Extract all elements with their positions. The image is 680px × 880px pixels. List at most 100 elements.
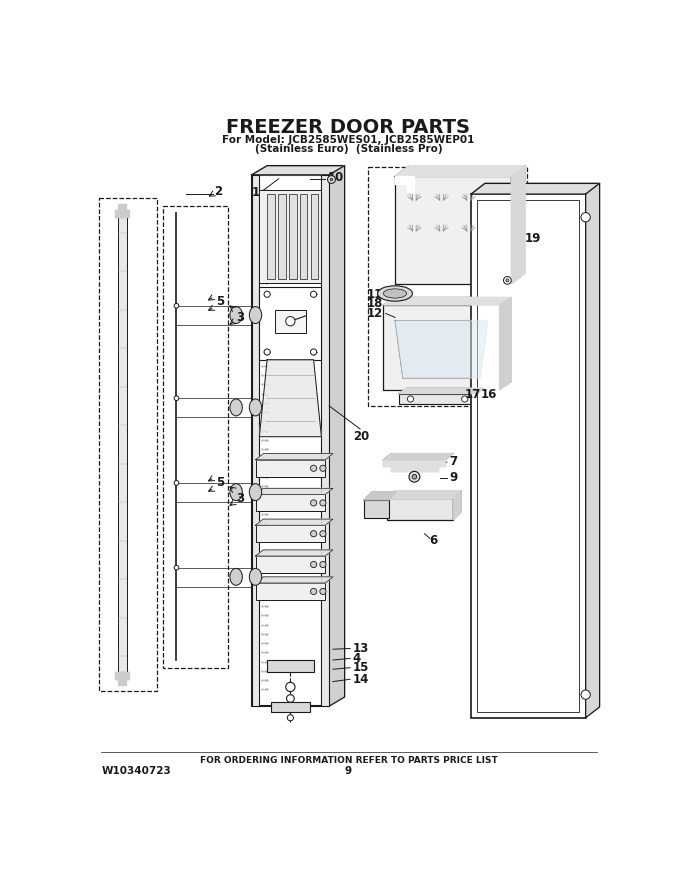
Ellipse shape: [377, 286, 413, 301]
Circle shape: [286, 317, 295, 326]
Text: 11: 11: [367, 288, 384, 301]
Circle shape: [311, 561, 317, 568]
Circle shape: [320, 561, 326, 568]
Text: 18: 18: [367, 297, 384, 310]
Bar: [289, 194, 296, 279]
Polygon shape: [395, 165, 525, 176]
Polygon shape: [384, 297, 511, 305]
Text: 14: 14: [352, 672, 369, 686]
Circle shape: [174, 396, 179, 400]
Circle shape: [581, 690, 590, 700]
Bar: [322, 175, 329, 706]
Polygon shape: [395, 320, 488, 378]
Text: 13: 13: [352, 642, 369, 655]
Circle shape: [264, 291, 270, 297]
Text: 12: 12: [367, 307, 384, 320]
Text: 9: 9: [449, 471, 458, 484]
Text: For Model: JCB2585WES01, JCB2585WEP01: For Model: JCB2585WES01, JCB2585WEP01: [222, 136, 475, 145]
Circle shape: [174, 304, 179, 308]
Polygon shape: [585, 183, 600, 718]
Text: 16: 16: [480, 388, 496, 401]
Bar: [259, 287, 322, 360]
Text: 2: 2: [214, 186, 222, 198]
Polygon shape: [115, 204, 129, 217]
Bar: [99, 198, 157, 691]
Text: 1: 1: [251, 186, 259, 199]
Bar: [471, 194, 585, 718]
Ellipse shape: [230, 399, 242, 416]
Text: 9: 9: [345, 766, 352, 776]
Bar: [267, 660, 313, 671]
Circle shape: [311, 500, 317, 506]
Polygon shape: [384, 454, 453, 459]
Ellipse shape: [250, 568, 262, 585]
Text: 17: 17: [464, 388, 481, 401]
Bar: [395, 176, 511, 284]
Polygon shape: [384, 459, 445, 471]
Bar: [256, 583, 325, 600]
Circle shape: [174, 480, 179, 485]
Circle shape: [311, 348, 317, 356]
Circle shape: [409, 472, 420, 482]
Bar: [256, 525, 325, 542]
Polygon shape: [395, 176, 414, 192]
Ellipse shape: [250, 306, 262, 324]
Ellipse shape: [230, 568, 242, 585]
Circle shape: [311, 466, 317, 472]
Circle shape: [174, 565, 179, 570]
Circle shape: [412, 474, 417, 479]
Bar: [477, 201, 579, 712]
Circle shape: [286, 682, 295, 692]
Text: W10340723: W10340723: [102, 766, 172, 776]
Circle shape: [320, 466, 326, 472]
Bar: [300, 194, 307, 279]
Text: FOR ORDERING INFORMATION REFER TO PARTS PRICE LIST: FOR ORDERING INFORMATION REFER TO PARTS …: [200, 756, 497, 765]
Bar: [364, 500, 389, 518]
Ellipse shape: [230, 484, 242, 501]
Text: 15: 15: [352, 661, 369, 674]
Circle shape: [311, 589, 317, 595]
Circle shape: [407, 396, 413, 402]
Bar: [311, 194, 318, 279]
Polygon shape: [329, 165, 345, 707]
Ellipse shape: [250, 484, 262, 501]
Circle shape: [264, 348, 270, 356]
Text: (Stainless Euro)  (Stainless Pro): (Stainless Euro) (Stainless Pro): [255, 144, 442, 155]
Circle shape: [287, 715, 294, 721]
Bar: [275, 310, 306, 333]
Ellipse shape: [250, 399, 262, 416]
Circle shape: [320, 531, 326, 537]
Circle shape: [328, 176, 335, 183]
Bar: [384, 305, 500, 390]
Polygon shape: [256, 577, 333, 583]
Circle shape: [503, 276, 511, 284]
Ellipse shape: [384, 289, 407, 298]
Text: 6: 6: [430, 534, 438, 547]
Polygon shape: [252, 165, 345, 175]
Ellipse shape: [230, 306, 242, 324]
Polygon shape: [256, 454, 333, 459]
Text: 20: 20: [354, 430, 370, 444]
Circle shape: [581, 213, 590, 222]
Polygon shape: [259, 360, 322, 436]
Text: 5: 5: [216, 296, 225, 309]
Text: 10: 10: [328, 171, 344, 184]
Polygon shape: [364, 492, 396, 500]
Bar: [163, 206, 228, 668]
Text: FREEZER DOOR PARTS: FREEZER DOOR PARTS: [226, 118, 471, 136]
Bar: [118, 209, 127, 679]
Polygon shape: [511, 165, 525, 284]
Bar: [387, 498, 453, 520]
Text: 4: 4: [352, 652, 360, 665]
Bar: [267, 194, 275, 279]
Polygon shape: [399, 388, 484, 393]
Bar: [256, 556, 325, 573]
Bar: [252, 175, 259, 706]
Bar: [259, 190, 322, 282]
Text: 19: 19: [524, 232, 541, 246]
Bar: [252, 175, 329, 706]
Circle shape: [286, 694, 294, 702]
Polygon shape: [387, 491, 461, 498]
Circle shape: [320, 589, 326, 595]
Bar: [271, 702, 310, 712]
